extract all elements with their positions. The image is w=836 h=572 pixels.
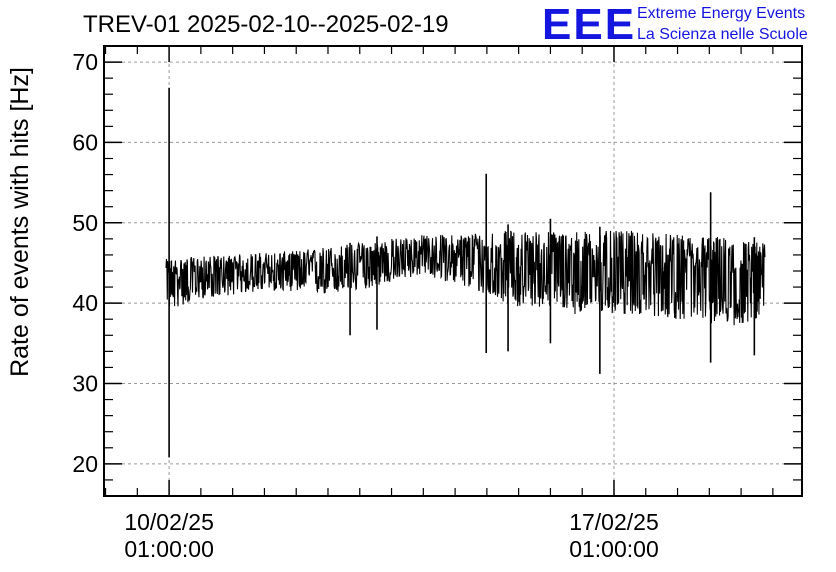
series-line xyxy=(165,230,766,326)
tick-layer xyxy=(104,45,802,497)
logo-mark: EEE xyxy=(542,0,636,49)
x-tick-label-date: 10/02/25 xyxy=(124,509,214,535)
eee-logo: EEE Extreme Energy Events La Scienza nel… xyxy=(542,0,808,49)
y-tick-label: 30 xyxy=(72,371,98,397)
tick-label-layer: 20304050607010/02/2501:00:0017/02/2501:0… xyxy=(72,49,658,562)
y-tick-label: 20 xyxy=(72,451,98,477)
y-axis-label: Rate of events with hits [Hz] xyxy=(6,67,34,377)
logo-line-1: Extreme Energy Events xyxy=(637,5,805,22)
x-tick-label-date: 17/02/25 xyxy=(569,509,659,535)
y-tick-label: 60 xyxy=(72,129,98,155)
y-tick-label: 70 xyxy=(72,49,98,75)
x-tick-label-time: 01:00:00 xyxy=(569,536,659,562)
plot-series xyxy=(165,87,766,458)
chart-title: TREV-01 2025-02-10--2025-02-19 xyxy=(83,11,449,38)
y-tick-label: 40 xyxy=(72,290,98,316)
logo-line-2: La Scienza nelle Scuole xyxy=(637,26,808,43)
y-tick-label: 50 xyxy=(72,210,98,236)
x-tick-label-time: 01:00:00 xyxy=(124,536,214,562)
